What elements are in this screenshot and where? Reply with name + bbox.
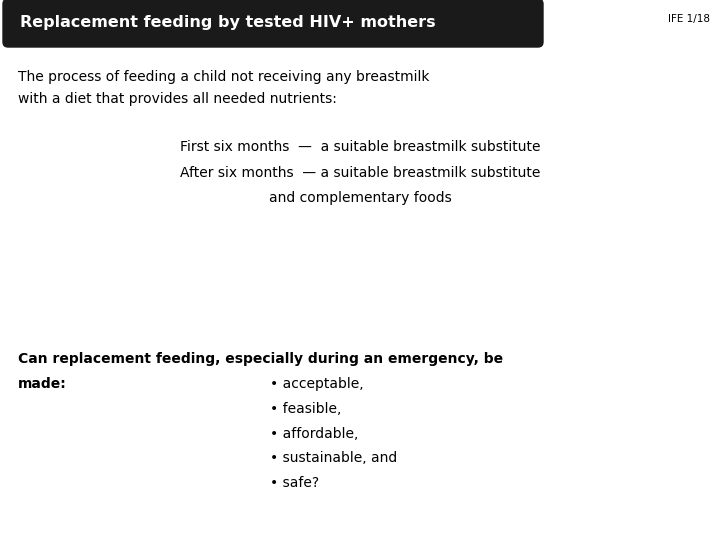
Text: Replacement feeding by tested HIV+ mothers: Replacement feeding by tested HIV+ mothe… <box>20 16 436 30</box>
Text: Can replacement feeding, especially during an emergency, be: Can replacement feeding, especially duri… <box>18 352 503 366</box>
Text: and complementary foods: and complementary foods <box>269 191 451 205</box>
Text: • feasible,: • feasible, <box>270 402 341 416</box>
Text: • acceptable,: • acceptable, <box>270 377 364 392</box>
Text: • sustainable, and: • sustainable, and <box>270 451 397 465</box>
FancyBboxPatch shape <box>3 0 543 47</box>
Text: made:: made: <box>18 377 67 392</box>
Text: IFE 1/18: IFE 1/18 <box>668 14 710 24</box>
Text: • affordable,: • affordable, <box>270 427 359 441</box>
Text: The process of feeding a child not receiving any breastmilk: The process of feeding a child not recei… <box>18 70 430 84</box>
Text: with a diet that provides all needed nutrients:: with a diet that provides all needed nut… <box>18 92 337 106</box>
Text: • safe?: • safe? <box>270 476 319 490</box>
Text: After six months  — a suitable breastmilk substitute: After six months — a suitable breastmilk… <box>180 166 540 180</box>
Text: First six months  —  a suitable breastmilk substitute: First six months — a suitable breastmilk… <box>180 140 540 154</box>
